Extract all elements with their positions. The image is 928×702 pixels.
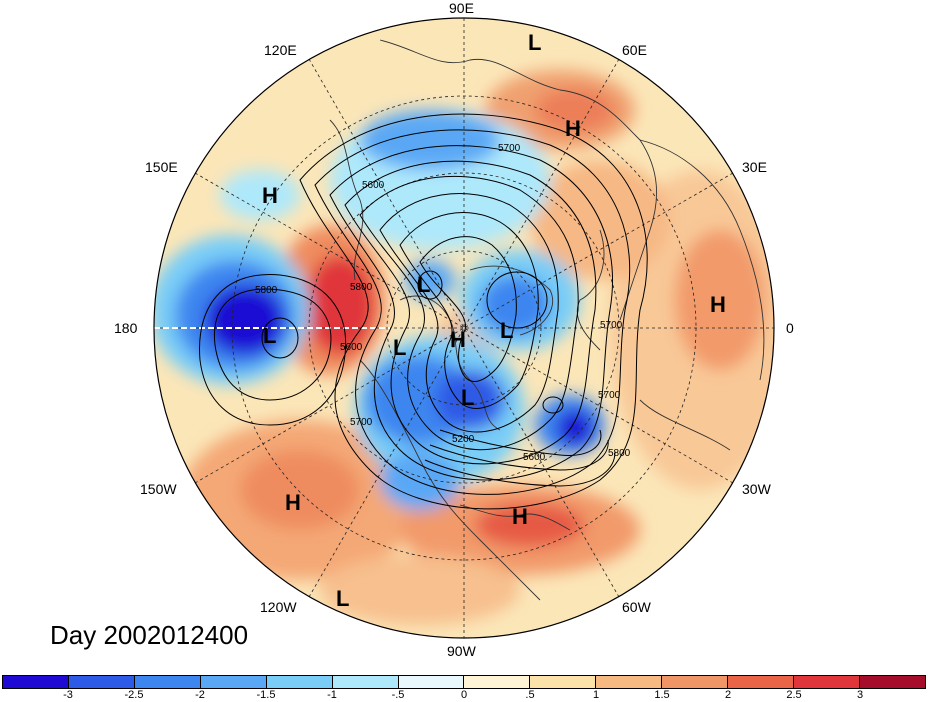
contour-label: 5800 [608,448,631,459]
lon-label-120w: 120W [260,599,297,615]
colorbar-segment [134,676,201,688]
colorbar-tick-label: -.5 [391,689,405,701]
low-center-marker: L [500,318,514,343]
height-contours [199,113,648,510]
lon-label-90w: 90W [447,643,476,659]
colorbar-segment [200,676,267,688]
lon-label-150e: 150E [145,159,178,175]
low-center-marker: L [461,385,475,410]
contour-label: 5600 [523,452,546,463]
low-center-marker: L [263,323,277,348]
colorbar-segment [332,676,399,688]
contour-label: 5700 [498,143,521,154]
colorbar-tick-label: 1 [592,689,600,701]
colorbar-tick-label: 2 [724,689,732,701]
low-center-marker: L [417,272,431,297]
colorbar-tick-label: -2.5 [124,689,144,701]
contour-label: 5700 [600,320,623,331]
contour-label: 5700 [350,417,373,428]
colorbar-segment [464,676,531,688]
low-center-marker: L [393,335,407,360]
low-center-marker: L [336,586,350,611]
low-center-marker: L [528,30,542,55]
colorbar-tick-label: 2.5 [786,689,802,701]
colorbar-segment [794,676,860,688]
map-title: Day 2002012400 [50,620,249,650]
contour-label: 5700 [598,390,621,401]
lon-label-90e: 90E [449,0,474,16]
colorbar-tick-label: -1.5 [256,689,276,701]
colorbar-segment [398,676,465,688]
contour-label: 5600 [340,342,363,353]
lon-label-120e: 120E [264,42,297,58]
contour-label: 5800 [350,282,373,293]
lon-label-60w: 60W [622,599,651,615]
lon-label-180: 180 [114,320,138,336]
lon-label-0: 0 [786,320,794,336]
colorbar-segment [530,676,597,688]
high-center-marker: H [565,116,581,141]
colorbar-tick-label: -3 [63,689,73,701]
colorbar [2,675,926,689]
colorbar-segment [596,676,663,688]
lon-label-30w: 30W [742,481,771,497]
colorbar-tick-label: .5 [525,689,535,701]
lon-label-150w: 150W [140,481,177,497]
colorbar-segment [266,676,333,688]
lon-label-30e: 30E [742,159,767,175]
high-center-marker: H [710,292,726,317]
colorbar-tick-label: 1.5 [654,689,670,701]
lon-label-60e: 60E [622,42,647,58]
high-center-marker: H [512,504,528,529]
high-center-marker: H [285,490,301,515]
contour-label: 5200 [452,434,475,445]
contour-label: 5800 [255,285,278,296]
contour-label: 5600 [362,180,385,191]
map-boundary [153,17,775,639]
colorbar-segment [859,676,925,688]
colorbar-segment [3,676,69,688]
contour-labels: 5700 5600 5800 5800 5600 5700 5700 5700 … [255,143,631,463]
colorbar-tick-label: 3 [856,689,864,701]
colorbar-tick-label: -1 [327,689,337,701]
colorbar-tick-label: 0 [460,689,468,701]
colorbar-segment [728,676,795,688]
high-center-marker: H [450,327,466,352]
colorbar-segment [68,676,135,688]
colorbar-segment [662,676,729,688]
high-center-marker: H [262,183,278,208]
colorbar-tick-label: -2 [195,689,205,701]
